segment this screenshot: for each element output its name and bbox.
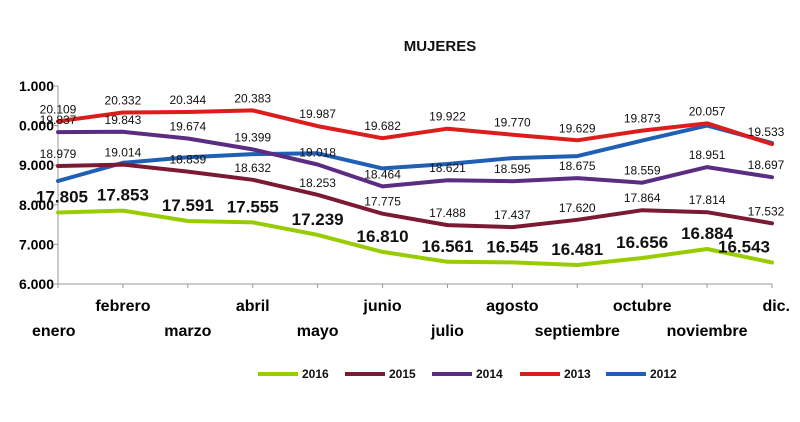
y-tick-label: 0.000 bbox=[19, 118, 54, 134]
data-label: 19.873 bbox=[624, 112, 661, 126]
data-label: 17.775 bbox=[364, 195, 401, 209]
x-tick-label: junio bbox=[362, 298, 401, 315]
y-tick-label: 7.000 bbox=[19, 236, 54, 252]
x-tick-label: noviembre bbox=[667, 323, 748, 340]
data-label: 18.839 bbox=[169, 153, 206, 167]
data-label: 17.620 bbox=[559, 201, 596, 215]
data-labels: 17.805 17.853 17.591 17.555 17.239 16.810 16.5… bbox=[36, 91, 785, 259]
chart-title: MUJERES bbox=[404, 38, 477, 55]
legend-label: 2016 bbox=[302, 367, 329, 381]
data-label: 17.532 bbox=[748, 204, 785, 218]
series-line-2016 bbox=[56, 208, 774, 267]
data-label: 18.697 bbox=[748, 158, 785, 172]
x-tick-label: abril bbox=[236, 298, 270, 315]
data-label: 18.951 bbox=[689, 148, 726, 162]
data-label: 19.018 bbox=[299, 145, 336, 159]
axes: 1.000 0.000 9.000 8.000 7.000 6.000 enero febre… bbox=[19, 78, 790, 340]
data-label: 17.555 bbox=[227, 197, 279, 216]
series-line-2013 bbox=[56, 108, 774, 147]
data-label: 20.057 bbox=[689, 104, 726, 118]
series-line-2012 bbox=[56, 123, 774, 183]
data-label: 18.595 bbox=[494, 162, 531, 176]
data-label: 18.632 bbox=[234, 161, 271, 175]
y-tick-label: 9.000 bbox=[19, 157, 54, 173]
data-label: 20.383 bbox=[234, 91, 271, 105]
data-label: 18.621 bbox=[429, 161, 466, 175]
data-label: 17.239 bbox=[292, 210, 344, 229]
data-label: 20.109 bbox=[40, 102, 77, 116]
legend-label: 2014 bbox=[476, 367, 503, 381]
data-label: 18.979 bbox=[40, 147, 77, 161]
data-label: 16.545 bbox=[486, 237, 538, 256]
data-label: 16.561 bbox=[421, 237, 473, 256]
data-label: 20.344 bbox=[169, 93, 206, 107]
data-label: 19.837 bbox=[40, 113, 77, 127]
data-label: 19.922 bbox=[429, 110, 466, 124]
x-tick-label: septiembre bbox=[535, 323, 620, 340]
data-label: 20.332 bbox=[105, 93, 142, 107]
data-label: 19.629 bbox=[559, 121, 596, 135]
y-tick-label: 1.000 bbox=[19, 78, 54, 94]
series-line-2015 bbox=[56, 162, 774, 230]
y-tick-label: 6.000 bbox=[19, 276, 54, 292]
x-tick-label: enero bbox=[32, 323, 76, 340]
x-tick-label: marzo bbox=[164, 323, 211, 340]
data-label: 19.674 bbox=[169, 120, 206, 134]
data-label: 18.253 bbox=[299, 176, 336, 190]
data-label: 18.559 bbox=[624, 164, 661, 178]
legend: 2016 2015 2014 2013 2012 bbox=[258, 367, 677, 381]
data-label: 19.533 bbox=[748, 125, 785, 139]
data-label: 19.399 bbox=[234, 130, 271, 144]
data-label: 16.656 bbox=[616, 233, 668, 252]
data-label: 16.810 bbox=[357, 227, 409, 246]
data-label: 17.437 bbox=[494, 208, 531, 222]
x-tick-label: agosto bbox=[486, 298, 539, 315]
data-label: 17.488 bbox=[429, 206, 466, 220]
legend-label: 2015 bbox=[389, 367, 416, 381]
data-label: 17.805 bbox=[36, 188, 88, 207]
data-label: 19.987 bbox=[299, 107, 336, 121]
x-tick-label: febrero bbox=[95, 298, 150, 315]
data-label: 18.464 bbox=[364, 167, 401, 181]
x-tick-label: julio bbox=[430, 323, 464, 340]
data-label: 16.543 bbox=[718, 237, 770, 256]
data-label: 19.014 bbox=[105, 146, 142, 160]
data-label: 17.591 bbox=[162, 196, 214, 215]
data-label: 19.843 bbox=[105, 113, 142, 127]
x-tick-label: mayo bbox=[297, 323, 339, 340]
data-label: 16.481 bbox=[551, 240, 603, 259]
data-label: 16.884 bbox=[681, 224, 734, 243]
series-lines bbox=[56, 108, 774, 267]
y-tick-label: 8.000 bbox=[19, 197, 54, 213]
x-tick-label: dic. bbox=[762, 298, 790, 315]
data-label: 17.853 bbox=[97, 186, 149, 205]
data-label: 19.770 bbox=[494, 116, 531, 130]
data-label: 19.682 bbox=[364, 119, 401, 133]
data-label: 17.814 bbox=[689, 193, 726, 207]
legend-label: 2013 bbox=[564, 367, 591, 381]
series-line-2014 bbox=[56, 129, 774, 189]
x-tick-label: octubre bbox=[613, 298, 672, 315]
legend-label: 2012 bbox=[650, 367, 677, 381]
data-label: 17.864 bbox=[624, 191, 661, 205]
data-label: 18.675 bbox=[559, 159, 596, 173]
